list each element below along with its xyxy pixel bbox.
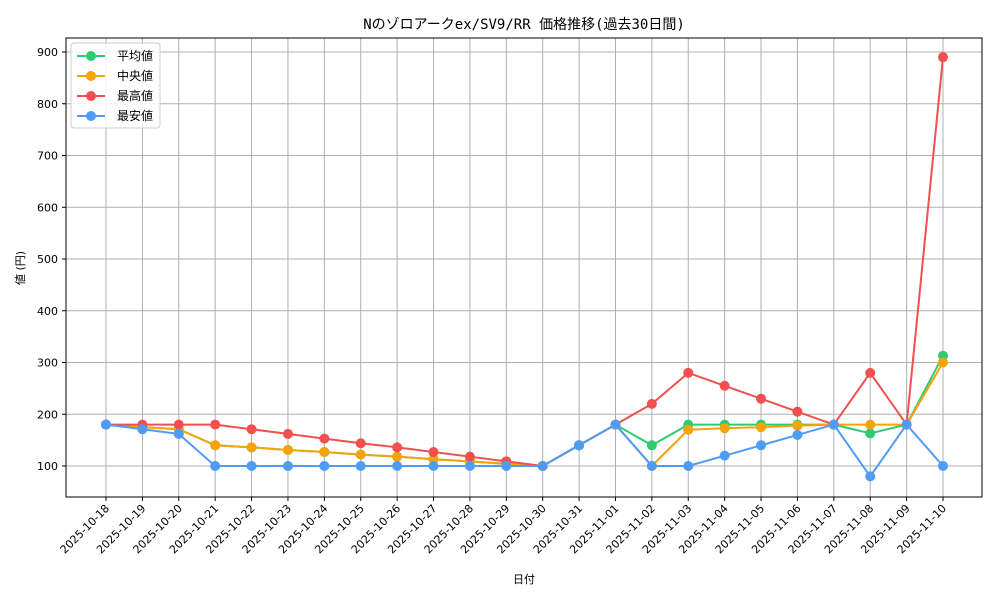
data-point [101,419,111,430]
legend-item: 最高値 [77,88,153,103]
series-line [105,361,944,468]
data-point [646,461,657,471]
data-point [756,440,767,451]
legend-marker-icon [86,91,96,101]
y-tick-label: 900 [37,46,58,59]
data-point [865,419,876,430]
y-tick-label: 100 [37,460,58,473]
x-axis: 2025-10-182025-10-192025-10-202025-10-21… [58,497,949,556]
data-point [792,429,803,440]
data-point [865,471,876,482]
series-最高値 [101,52,948,471]
data-point [319,433,330,444]
series-最安値 [101,419,948,482]
data-point [865,428,876,439]
data-point [282,428,293,439]
y-tick-label: 600 [37,201,58,214]
data-point [355,438,366,449]
y-tick-label: 700 [37,150,58,163]
data-point [646,398,657,409]
data-point [610,419,621,430]
data-point [792,420,803,431]
data-point [428,461,439,471]
data-point [683,367,694,378]
legend-item: 中央値 [77,68,153,83]
data-point [319,461,330,471]
series-line [106,57,944,468]
data-point [282,461,293,471]
legend-marker-icon [86,111,96,121]
series-line [105,422,944,479]
data-point [938,52,948,63]
data-point [756,393,767,404]
data-point [574,440,585,451]
data-point [792,406,803,417]
data-point [756,422,767,433]
legend-label: 平均値 [117,48,153,63]
data-point [246,442,257,453]
data-point [683,424,694,435]
data-point [210,419,221,430]
data-point [392,442,403,453]
plot-frame [65,37,983,498]
series-lines [101,52,948,482]
data-point [901,419,912,430]
y-axis: 100 200 300 400 500 600 700 800 900 [37,46,66,473]
data-point [938,461,948,471]
data-point [282,444,293,455]
legend-marker-icon [86,51,96,61]
legend-item: 平均値 [77,48,153,63]
data-point [173,419,184,430]
y-tick-label: 300 [37,357,58,370]
data-point [173,428,184,439]
legend-box [70,42,161,129]
y-tick-label: 500 [37,253,58,266]
data-point [355,449,366,460]
data-point [719,380,730,391]
y-axis-label: 値 (円) [14,251,27,285]
x-axis-label: 日付 [513,573,535,586]
data-point [464,461,475,471]
data-point [646,440,657,451]
data-point [828,419,839,430]
data-point [392,451,403,462]
series-平均値 [101,350,948,471]
data-point [246,424,257,435]
y-tick-label: 200 [37,408,58,421]
data-point [938,357,948,368]
legend-label: 最安値 [117,108,153,123]
legend-marker-icon [86,71,96,81]
chart-title: Nのゾロアークex/SV9/RR 価格推移(過去30日間) [363,17,685,33]
data-point [464,451,475,462]
data-point [137,424,148,435]
data-point [392,461,403,471]
data-point [210,440,221,451]
data-point [246,461,257,471]
data-point [719,450,730,461]
y-tick-label: 400 [37,305,58,318]
data-point [501,461,512,471]
legend-label: 最高値 [117,88,153,103]
data-point [683,461,694,471]
data-point [537,461,548,471]
data-point [210,461,221,471]
y-tick-label: 800 [37,98,58,111]
data-point [319,447,330,458]
series-line [105,355,944,468]
legend-label: 中央値 [117,68,153,83]
legend-item: 最安値 [77,108,153,123]
data-point [719,423,730,434]
data-point [428,447,439,458]
data-point [865,367,876,378]
data-point [355,461,366,471]
